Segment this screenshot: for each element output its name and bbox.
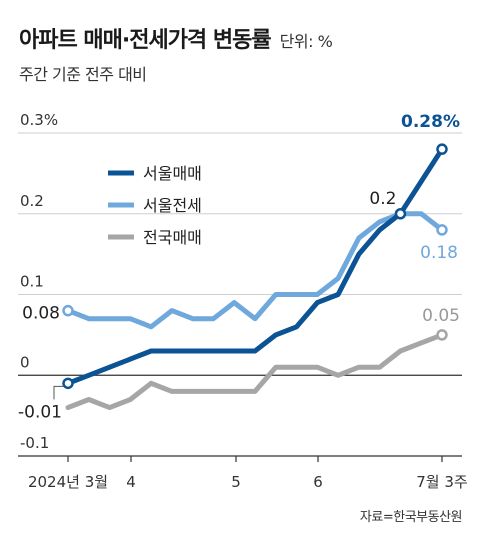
y-tick-label: 0.2 xyxy=(20,192,44,210)
series-line xyxy=(65,211,445,330)
y-tick-label: 0.3% xyxy=(20,111,58,129)
data-label: 0.2 xyxy=(369,189,396,209)
x-tick-label: 4 xyxy=(126,473,136,491)
data-label: 0.18 xyxy=(420,243,458,263)
data-label: -0.01 xyxy=(18,402,62,422)
data-label: 0.05 xyxy=(422,306,460,326)
chart-subtitle: 주간 기준 전주 대비 xyxy=(19,65,147,84)
unit-label: 단위: % xyxy=(279,32,333,51)
y-tick-label: 0 xyxy=(20,353,30,371)
data-point-marker xyxy=(436,224,448,236)
data-point-marker xyxy=(62,304,74,317)
legend-label: 전국매매 xyxy=(143,228,202,247)
y-tick-label: -0.1 xyxy=(20,434,49,452)
y-tick-label: 0.1 xyxy=(20,273,44,291)
source-note: 자료=한국부동산원 xyxy=(359,510,463,525)
data-point-marker xyxy=(62,377,74,390)
data-label: 0.28% xyxy=(401,112,460,132)
title-row: 아파트 매매·전세가격 변동률 단위: % xyxy=(19,22,333,54)
x-tick-label: 6 xyxy=(313,473,323,491)
series-line xyxy=(65,146,445,386)
legend-label: 서울전세 xyxy=(143,196,202,215)
data-label: 0.08 xyxy=(22,304,60,324)
x-tick-label: 2024년 3월 xyxy=(28,473,108,491)
data-point-marker xyxy=(394,208,407,220)
data-point-marker xyxy=(436,143,448,155)
label-leader xyxy=(53,385,64,400)
x-tick-label: 7월 3주 xyxy=(416,473,467,491)
legend-label: 서울매매 xyxy=(143,164,202,183)
series-line xyxy=(65,332,445,411)
data-point-marker xyxy=(436,329,448,341)
x-tick-label: 5 xyxy=(231,473,241,491)
chart-title: 아파트 매매·전세가격 변동률 xyxy=(19,28,272,53)
